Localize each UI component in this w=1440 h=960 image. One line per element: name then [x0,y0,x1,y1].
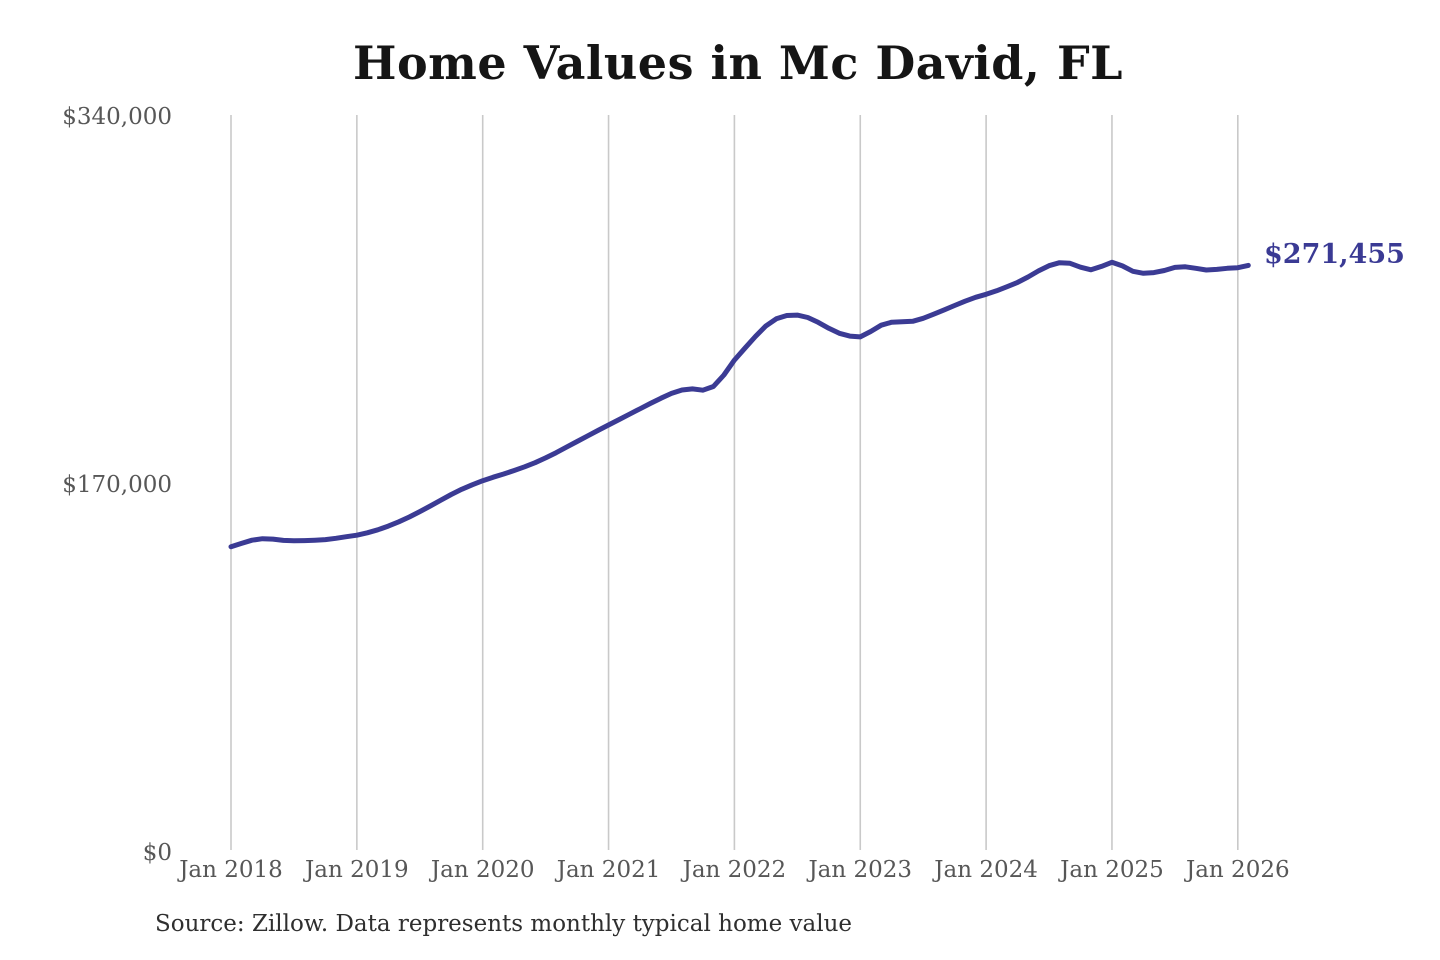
source-note: Source: Zillow. Data represents monthly … [155,911,853,937]
x-axis-tick-label: Jan 2026 [1186,857,1290,883]
current-value-label: $271,455 [1264,239,1405,270]
y-axis-tick-label: $340,000 [62,104,172,130]
x-axis-tick-label: Jan 2025 [1060,857,1164,883]
x-axis-tick-label: Jan 2023 [808,857,913,883]
y-axis-tick-label: $0 [142,840,172,866]
x-axis-tick-label: Jan 2020 [430,857,535,883]
x-axis-tick-label: Jan 2024 [934,857,1038,883]
home-value-line [228,259,1251,550]
x-axis-tick-label: Jan 2022 [682,857,787,883]
x-axis-tick-label: Jan 2018 [179,857,283,883]
y-axis-tick-label: $170,000 [62,472,172,498]
chart-title: Home Values in Mc David, FL [353,36,1123,90]
x-axis-tick-label: Jan 2019 [305,857,409,883]
x-axis-tick-label: Jan 2021 [556,857,661,883]
gridlines-group [230,115,1239,850]
